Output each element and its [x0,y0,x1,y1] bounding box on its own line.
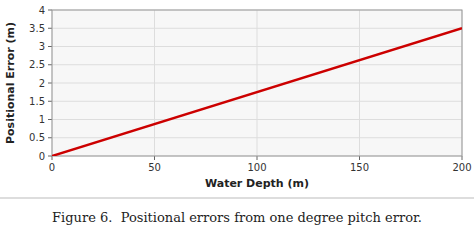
plot-area [52,10,462,156]
tick-label-y: 4 [39,5,45,16]
y-axis-label: Positional Error (m) [4,22,17,144]
tick-y [48,137,52,138]
chart: 0 50 100 150 200 0 0.5 1 1.5 2 2.5 3 3.5 4 Water Depth… [0,0,474,239]
tick-label-y: 1.5 [29,96,45,107]
tick-label-x: 0 [49,162,55,173]
tick-x [52,156,53,160]
tick-y [48,119,52,120]
grid-line-y [52,64,462,65]
grid-line-y [52,119,462,120]
grid [52,10,462,156]
tick-y [48,10,52,11]
grid-line-y [52,83,462,84]
line [52,28,462,156]
tick-label-y: 3.5 [29,23,45,34]
tick-label-x: 100 [247,162,266,173]
separator [0,198,474,199]
grid-line-y [52,101,462,102]
tick-x [257,156,258,160]
tick-label-x: 150 [350,162,369,173]
tick-y [48,64,52,65]
tick-x [154,156,155,160]
tick-label-y: 0.5 [29,132,45,143]
axes: 0 50 100 150 200 0 0.5 1 1.5 2 2.5 3 3.5 4 [29,5,471,174]
tick-y [48,46,52,47]
tick-label-y: 0 [39,151,45,162]
tick-x [359,156,360,160]
tick-y [48,28,52,29]
tick-label-x: 200 [452,162,471,173]
tick-y [48,156,52,157]
tick-y [48,101,52,102]
tick-label-y: 1 [39,114,45,125]
caption: Figure 6. Positional errors from one deg… [52,210,422,225]
x-axis-label: Water Depth (m) [205,177,309,190]
tick-label-x: 50 [148,162,161,173]
tick-label-y: 2 [39,78,45,89]
tick-label-y: 2.5 [29,59,45,70]
tick-label-y: 3 [39,41,45,52]
tick-x [462,156,463,160]
data [52,28,462,156]
grid-line-y [52,28,462,29]
plot-frame [52,10,462,156]
tick-y [48,83,52,84]
